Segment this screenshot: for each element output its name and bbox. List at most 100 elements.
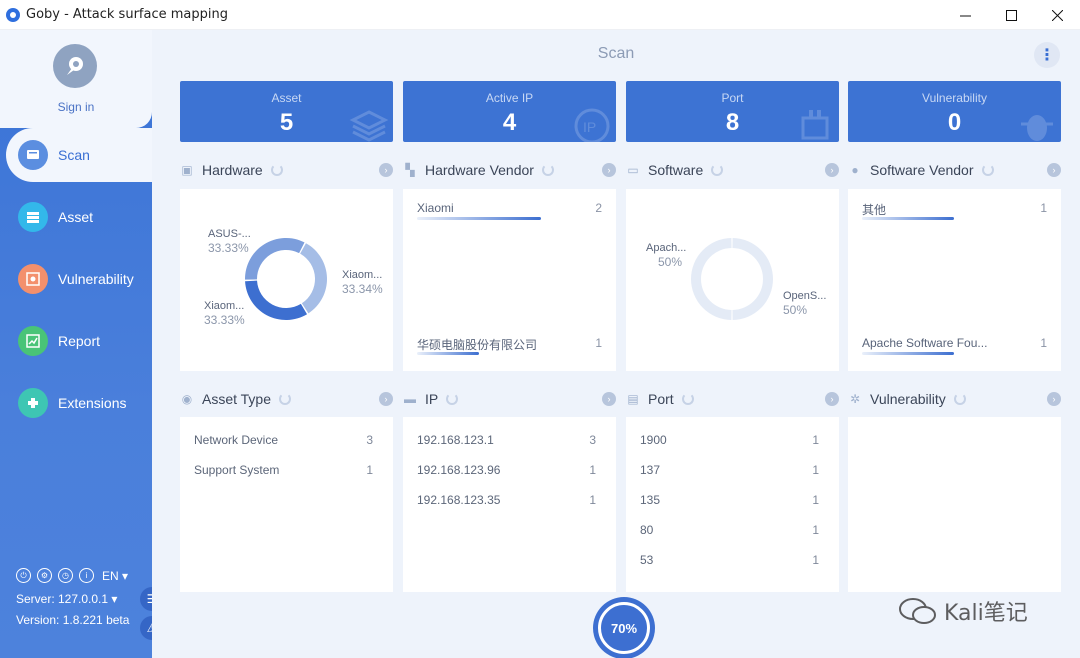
slice-pct: 50% bbox=[783, 303, 808, 317]
stat-value: 5 bbox=[279, 109, 294, 136]
list-item[interactable]: Apache Software Fou... 1 bbox=[862, 336, 1047, 355]
stat-value: 4 bbox=[502, 109, 517, 136]
clock-icon[interactable]: ◷ bbox=[58, 568, 73, 583]
sidebar-item-extensions[interactable]: Extensions bbox=[0, 376, 152, 430]
vendor-icon: ▚ bbox=[405, 163, 415, 177]
vendor-bar bbox=[417, 352, 479, 355]
info-icon[interactable]: i bbox=[79, 568, 94, 583]
item-name: 1900 bbox=[640, 433, 667, 447]
title-bar: Goby - Attack surface mapping bbox=[0, 0, 1080, 30]
item-name: 135 bbox=[640, 493, 661, 507]
server-selector[interactable]: Server: 127.0.0.1 ▾ bbox=[16, 592, 118, 606]
sidebar-item-label: Extensions bbox=[58, 395, 127, 411]
stat-label: Vulnerability bbox=[922, 91, 987, 105]
vulnerability-panel bbox=[848, 417, 1061, 592]
section-title: IP bbox=[425, 391, 439, 407]
arrow-right-icon[interactable]: › bbox=[825, 163, 839, 177]
donut-slice bbox=[245, 238, 305, 280]
bug-icon bbox=[1021, 115, 1053, 141]
refresh-icon[interactable] bbox=[711, 164, 724, 176]
stat-card-vulnerability[interactable]: Vulnerability 0 bbox=[848, 81, 1061, 142]
refresh-icon[interactable] bbox=[953, 393, 966, 405]
bug-icon: ✲ bbox=[849, 392, 861, 406]
vendor-count: 2 bbox=[595, 201, 602, 215]
list-item[interactable]: 华硕电脑股份有限公司 1 bbox=[417, 336, 602, 355]
vendor-count: 1 bbox=[595, 336, 602, 350]
ip-panel: 192.168.123.1 3 192.168.123.96 1 192.168.1… bbox=[403, 417, 616, 592]
window-title: Goby - Attack surface mapping bbox=[26, 7, 228, 22]
section-header-port: ▤ Port › bbox=[626, 388, 839, 410]
refresh-icon[interactable] bbox=[981, 164, 994, 176]
slice-name: Xiaom... bbox=[342, 269, 383, 281]
vendor-count: 1 bbox=[1040, 201, 1047, 215]
list-item[interactable]: 1900 1 bbox=[640, 433, 819, 447]
section-title: Asset Type bbox=[202, 391, 272, 407]
list-icon: ☰ bbox=[147, 592, 158, 606]
minimize-button[interactable] bbox=[942, 0, 988, 30]
refresh-icon[interactable] bbox=[446, 393, 459, 405]
monitor-icon: ▬ bbox=[404, 392, 416, 406]
refresh-icon[interactable] bbox=[270, 164, 283, 176]
goby-logo-icon bbox=[6, 7, 20, 22]
arrow-right-icon[interactable]: › bbox=[379, 163, 393, 177]
maximize-button[interactable] bbox=[988, 0, 1034, 30]
minimize-icon bbox=[959, 15, 971, 16]
close-button[interactable] bbox=[1034, 0, 1080, 30]
sidebar-item-label: Scan bbox=[58, 147, 90, 163]
sidebar-item-asset[interactable]: Asset bbox=[0, 190, 152, 244]
section-header-software-vendor: ● Software Vendor › bbox=[848, 159, 1061, 181]
software-donut-chart bbox=[691, 238, 773, 320]
sidebar-item-report[interactable]: Report bbox=[0, 314, 152, 368]
refresh-icon[interactable] bbox=[681, 393, 694, 405]
asset-icon bbox=[18, 202, 48, 232]
section-header-software: ▭ Software › bbox=[626, 159, 839, 181]
slice-pct: 50% bbox=[658, 255, 683, 269]
arrow-right-icon[interactable]: › bbox=[602, 392, 616, 406]
sidebar-footer-icons: ⏻ ⚙ ◷ i EN ▾ bbox=[16, 568, 128, 583]
list-item[interactable]: 192.168.123.35 1 bbox=[417, 493, 596, 507]
sidebar-item-vulnerability[interactable]: Vulnerability bbox=[0, 252, 152, 306]
item-name: 53 bbox=[640, 553, 654, 567]
arrow-right-icon[interactable]: › bbox=[602, 163, 616, 177]
arrow-right-icon[interactable]: › bbox=[1047, 163, 1061, 177]
section-header-hardware: ▣ Hardware › bbox=[180, 159, 393, 181]
stat-card-active-ip[interactable]: Active IP 4 IP bbox=[403, 81, 616, 142]
stat-card-port[interactable]: Port 8 bbox=[626, 81, 839, 142]
signin-card[interactable]: Sign in bbox=[0, 30, 152, 128]
list-item[interactable]: 192.168.123.96 1 bbox=[417, 463, 596, 477]
section-title: Software bbox=[648, 162, 704, 178]
sidebar-item-scan[interactable]: Scan bbox=[6, 128, 152, 182]
stat-label: Port bbox=[721, 91, 744, 105]
power-icon[interactable]: ⏻ bbox=[16, 568, 31, 583]
gear-icon[interactable]: ⚙ bbox=[37, 568, 52, 583]
stat-card-asset[interactable]: Asset 5 bbox=[180, 81, 393, 142]
section-header-asset-type: ◉ Asset Type › bbox=[180, 388, 393, 410]
more-options-button[interactable]: ⋮ bbox=[1034, 42, 1060, 68]
main-content: Scan ⋮ Asset 5 Active IP 4 IP Port 8 Vul… bbox=[152, 30, 1080, 658]
signin-label[interactable]: Sign in bbox=[57, 100, 95, 114]
list-item[interactable]: Network Device 3 bbox=[194, 433, 373, 447]
item-name: 192.168.123.35 bbox=[417, 493, 501, 507]
list-item[interactable]: Xiaomi 2 bbox=[417, 201, 602, 220]
arrow-right-icon[interactable]: › bbox=[379, 392, 393, 406]
refresh-icon[interactable] bbox=[279, 393, 292, 405]
list-item[interactable]: Support System 1 bbox=[194, 463, 373, 477]
section-title: Vulnerability bbox=[870, 391, 946, 407]
list-item[interactable]: 135 1 bbox=[640, 493, 819, 507]
list-item[interactable]: 53 1 bbox=[640, 553, 819, 567]
list-item[interactable]: 137 1 bbox=[640, 463, 819, 477]
refresh-icon[interactable] bbox=[541, 164, 554, 176]
more-vertical-icon: ⋮ bbox=[1039, 47, 1055, 64]
list-item[interactable]: 192.168.123.1 3 bbox=[417, 433, 596, 447]
watermark-text: Kali笔记 bbox=[944, 601, 1028, 626]
list-item[interactable]: 80 1 bbox=[640, 523, 819, 537]
scan-progress[interactable]: 70% bbox=[593, 597, 655, 658]
arrow-right-icon[interactable]: › bbox=[825, 392, 839, 406]
vendor-name: Xiaomi bbox=[417, 201, 454, 215]
list-item[interactable]: 其他 1 bbox=[862, 201, 1047, 220]
avatar[interactable] bbox=[53, 44, 97, 88]
arrow-right-icon[interactable]: › bbox=[1047, 392, 1061, 406]
language-selector[interactable]: EN ▾ bbox=[102, 568, 129, 583]
item-count: 1 bbox=[366, 463, 373, 477]
